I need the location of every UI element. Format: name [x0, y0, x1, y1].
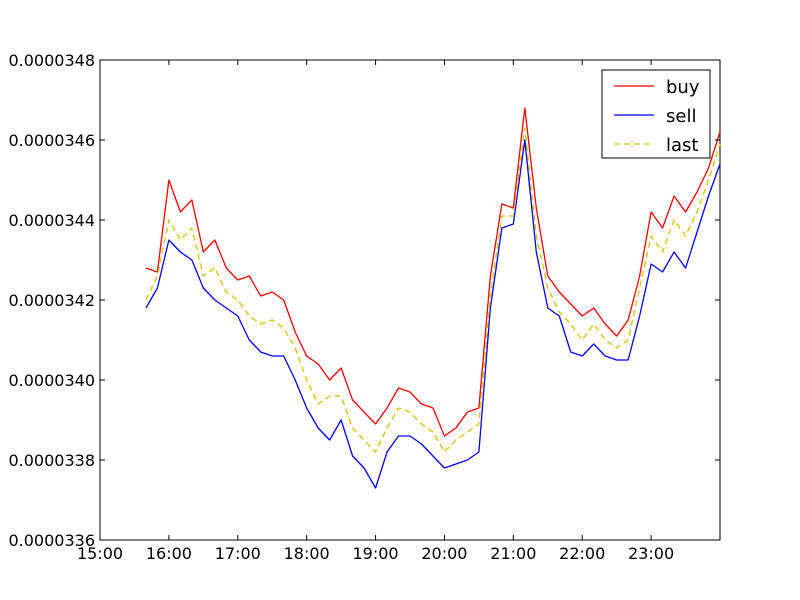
y-tick-label: 0.0000346 [8, 131, 95, 150]
y-tick-label: 0.0000336 [8, 531, 95, 550]
x-tick-label: 17:00 [215, 544, 261, 563]
x-tick-label: 21:00 [490, 544, 536, 563]
legend-label-buy: buy [666, 77, 700, 98]
y-tick-label: 0.0000338 [8, 451, 95, 470]
legend-label-last: last [666, 135, 698, 156]
x-tick-label: 16:00 [146, 544, 192, 563]
x-tick-label: 20:00 [421, 544, 467, 563]
x-tick-label: 19:00 [353, 544, 399, 563]
series-line-sell [145, 139, 721, 489]
y-tick-label: 0.0000348 [8, 51, 95, 70]
x-tick-label: 15:00 [77, 544, 123, 563]
y-tick-label: 0.0000344 [8, 211, 95, 230]
x-tick-label: 18:00 [284, 544, 330, 563]
series-line-buy [145, 107, 721, 437]
series-line-last [145, 127, 721, 453]
y-tick-label: 0.0000340 [8, 371, 95, 390]
x-tick-label: 22:00 [559, 544, 605, 563]
axis-layer: 15:00 16:00 17:00 18:00 19:00 20:00 21:00 22:00… [8, 51, 720, 563]
legend-box [601, 69, 711, 159]
y-tick-label: 0.0000342 [8, 291, 95, 310]
legend: buy sell last [601, 69, 711, 159]
series-layer [145, 107, 721, 489]
x-tick-label: 23:00 [628, 544, 674, 563]
legend-label-sell: sell [666, 106, 696, 127]
